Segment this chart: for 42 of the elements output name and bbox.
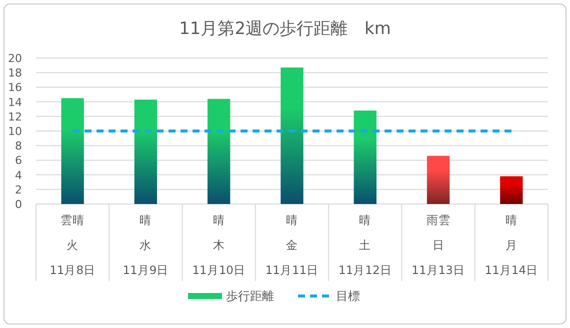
y-tick-label: 20: [8, 52, 22, 65]
bar: [354, 110, 376, 204]
x-tick-label: 11月8日: [50, 263, 96, 277]
text: 木: [212, 238, 225, 252]
text: 雨雲: [426, 213, 450, 227]
text: 晴: [286, 213, 298, 227]
x-tick-label: 11月14日: [484, 263, 538, 277]
y-tick-label: 4: [15, 168, 22, 182]
y-tick-label: 16: [8, 81, 22, 94]
chart-title: 11月第2週の歩行距離 km: [179, 19, 391, 39]
x-tick-label: 11月9日: [122, 263, 169, 277]
text: 火: [66, 238, 79, 252]
bar: [61, 98, 84, 204]
x-tick-label: 11月10日: [192, 263, 246, 277]
text: 晴: [140, 213, 152, 227]
legend-label: 歩行距離: [226, 289, 274, 303]
x-tick-label: 11月12日: [338, 263, 392, 277]
y-tick-label: 6: [15, 154, 22, 168]
text: 金: [286, 238, 298, 252]
text: 月: [505, 238, 518, 252]
bar: [134, 100, 158, 204]
y-tick-label: 10: [8, 125, 22, 138]
bar: [500, 176, 523, 204]
x-tick-label: 11月13日: [412, 263, 465, 277]
text: 水: [140, 238, 152, 252]
y-tick-label: 0: [15, 198, 22, 211]
text: 晴: [212, 213, 225, 227]
y-tick-label: 8: [15, 140, 22, 153]
text: 雲晴: [60, 213, 85, 227]
text: 晴: [505, 213, 518, 227]
legend-label: 目標: [336, 289, 360, 303]
text: 日: [432, 238, 444, 252]
text: 晴: [359, 213, 372, 227]
bar: [426, 156, 450, 204]
y-tick-label: 14: [8, 96, 22, 109]
x-tick-label: 11月11日: [265, 263, 319, 277]
bar: [280, 67, 304, 204]
y-tick-label: 2: [15, 183, 22, 196]
y-tick-label: 18: [8, 66, 22, 80]
bar: [208, 98, 230, 204]
y-tick-label: 12: [8, 110, 22, 124]
text: 土: [359, 238, 372, 252]
